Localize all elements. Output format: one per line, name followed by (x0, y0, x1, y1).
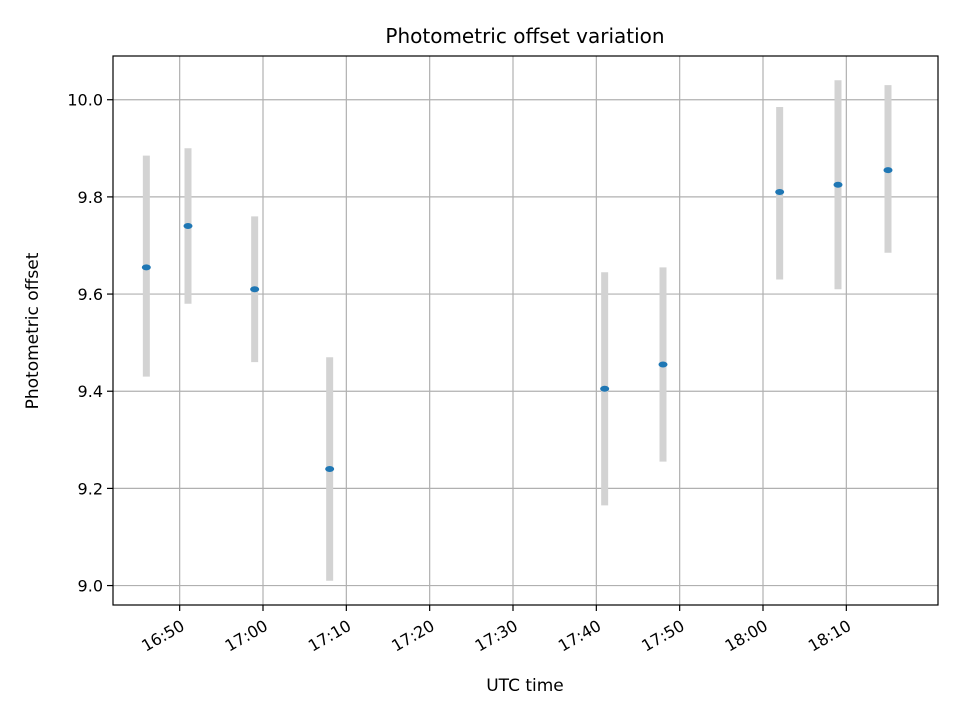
data-point (250, 286, 260, 293)
data-point (775, 189, 785, 196)
y-tick-label: 9.0 (78, 577, 103, 596)
y-tick-label: 9.6 (78, 285, 103, 304)
x-tick-label: 18:00 (722, 616, 771, 656)
data-point (600, 385, 610, 392)
x-tick-label: 17:30 (472, 616, 521, 656)
x-tick-label: 17:20 (388, 616, 437, 656)
x-tick-label: 17:40 (555, 616, 604, 656)
y-tick-label: 9.2 (78, 479, 103, 498)
x-tick-label: 16:50 (138, 616, 187, 656)
y-tick-label: 10.0 (67, 91, 103, 110)
x-axis-ticks: 16:50 17:00 17:10 17:20 17:30 17:40 17:50 18:00… (138, 605, 854, 656)
grid (113, 56, 938, 605)
plot-frame (112, 55, 939, 606)
y-tick-label: 9.8 (78, 188, 103, 207)
error-bars (142, 80, 892, 581)
x-axis-label: UTC time (486, 676, 564, 696)
chart-title: Photometric offset variation (385, 24, 664, 48)
x-tick-label: 18:10 (805, 616, 854, 656)
y-axis-ticks: 9.0 9.2 9.4 9.6 9.8 10.0 (67, 91, 113, 596)
y-axis-label: Photometric offset (23, 252, 43, 409)
data-point (883, 167, 893, 174)
x-tick-label: 17:00 (222, 616, 271, 656)
data-point (325, 465, 335, 472)
x-tick-label: 17:50 (638, 616, 687, 656)
data-point (141, 264, 151, 271)
y-tick-label: 9.4 (78, 382, 103, 401)
data-point (833, 181, 843, 188)
data-points (141, 167, 893, 472)
data-point (658, 361, 668, 368)
data-point (183, 223, 193, 230)
x-tick-label: 17:10 (305, 616, 354, 656)
